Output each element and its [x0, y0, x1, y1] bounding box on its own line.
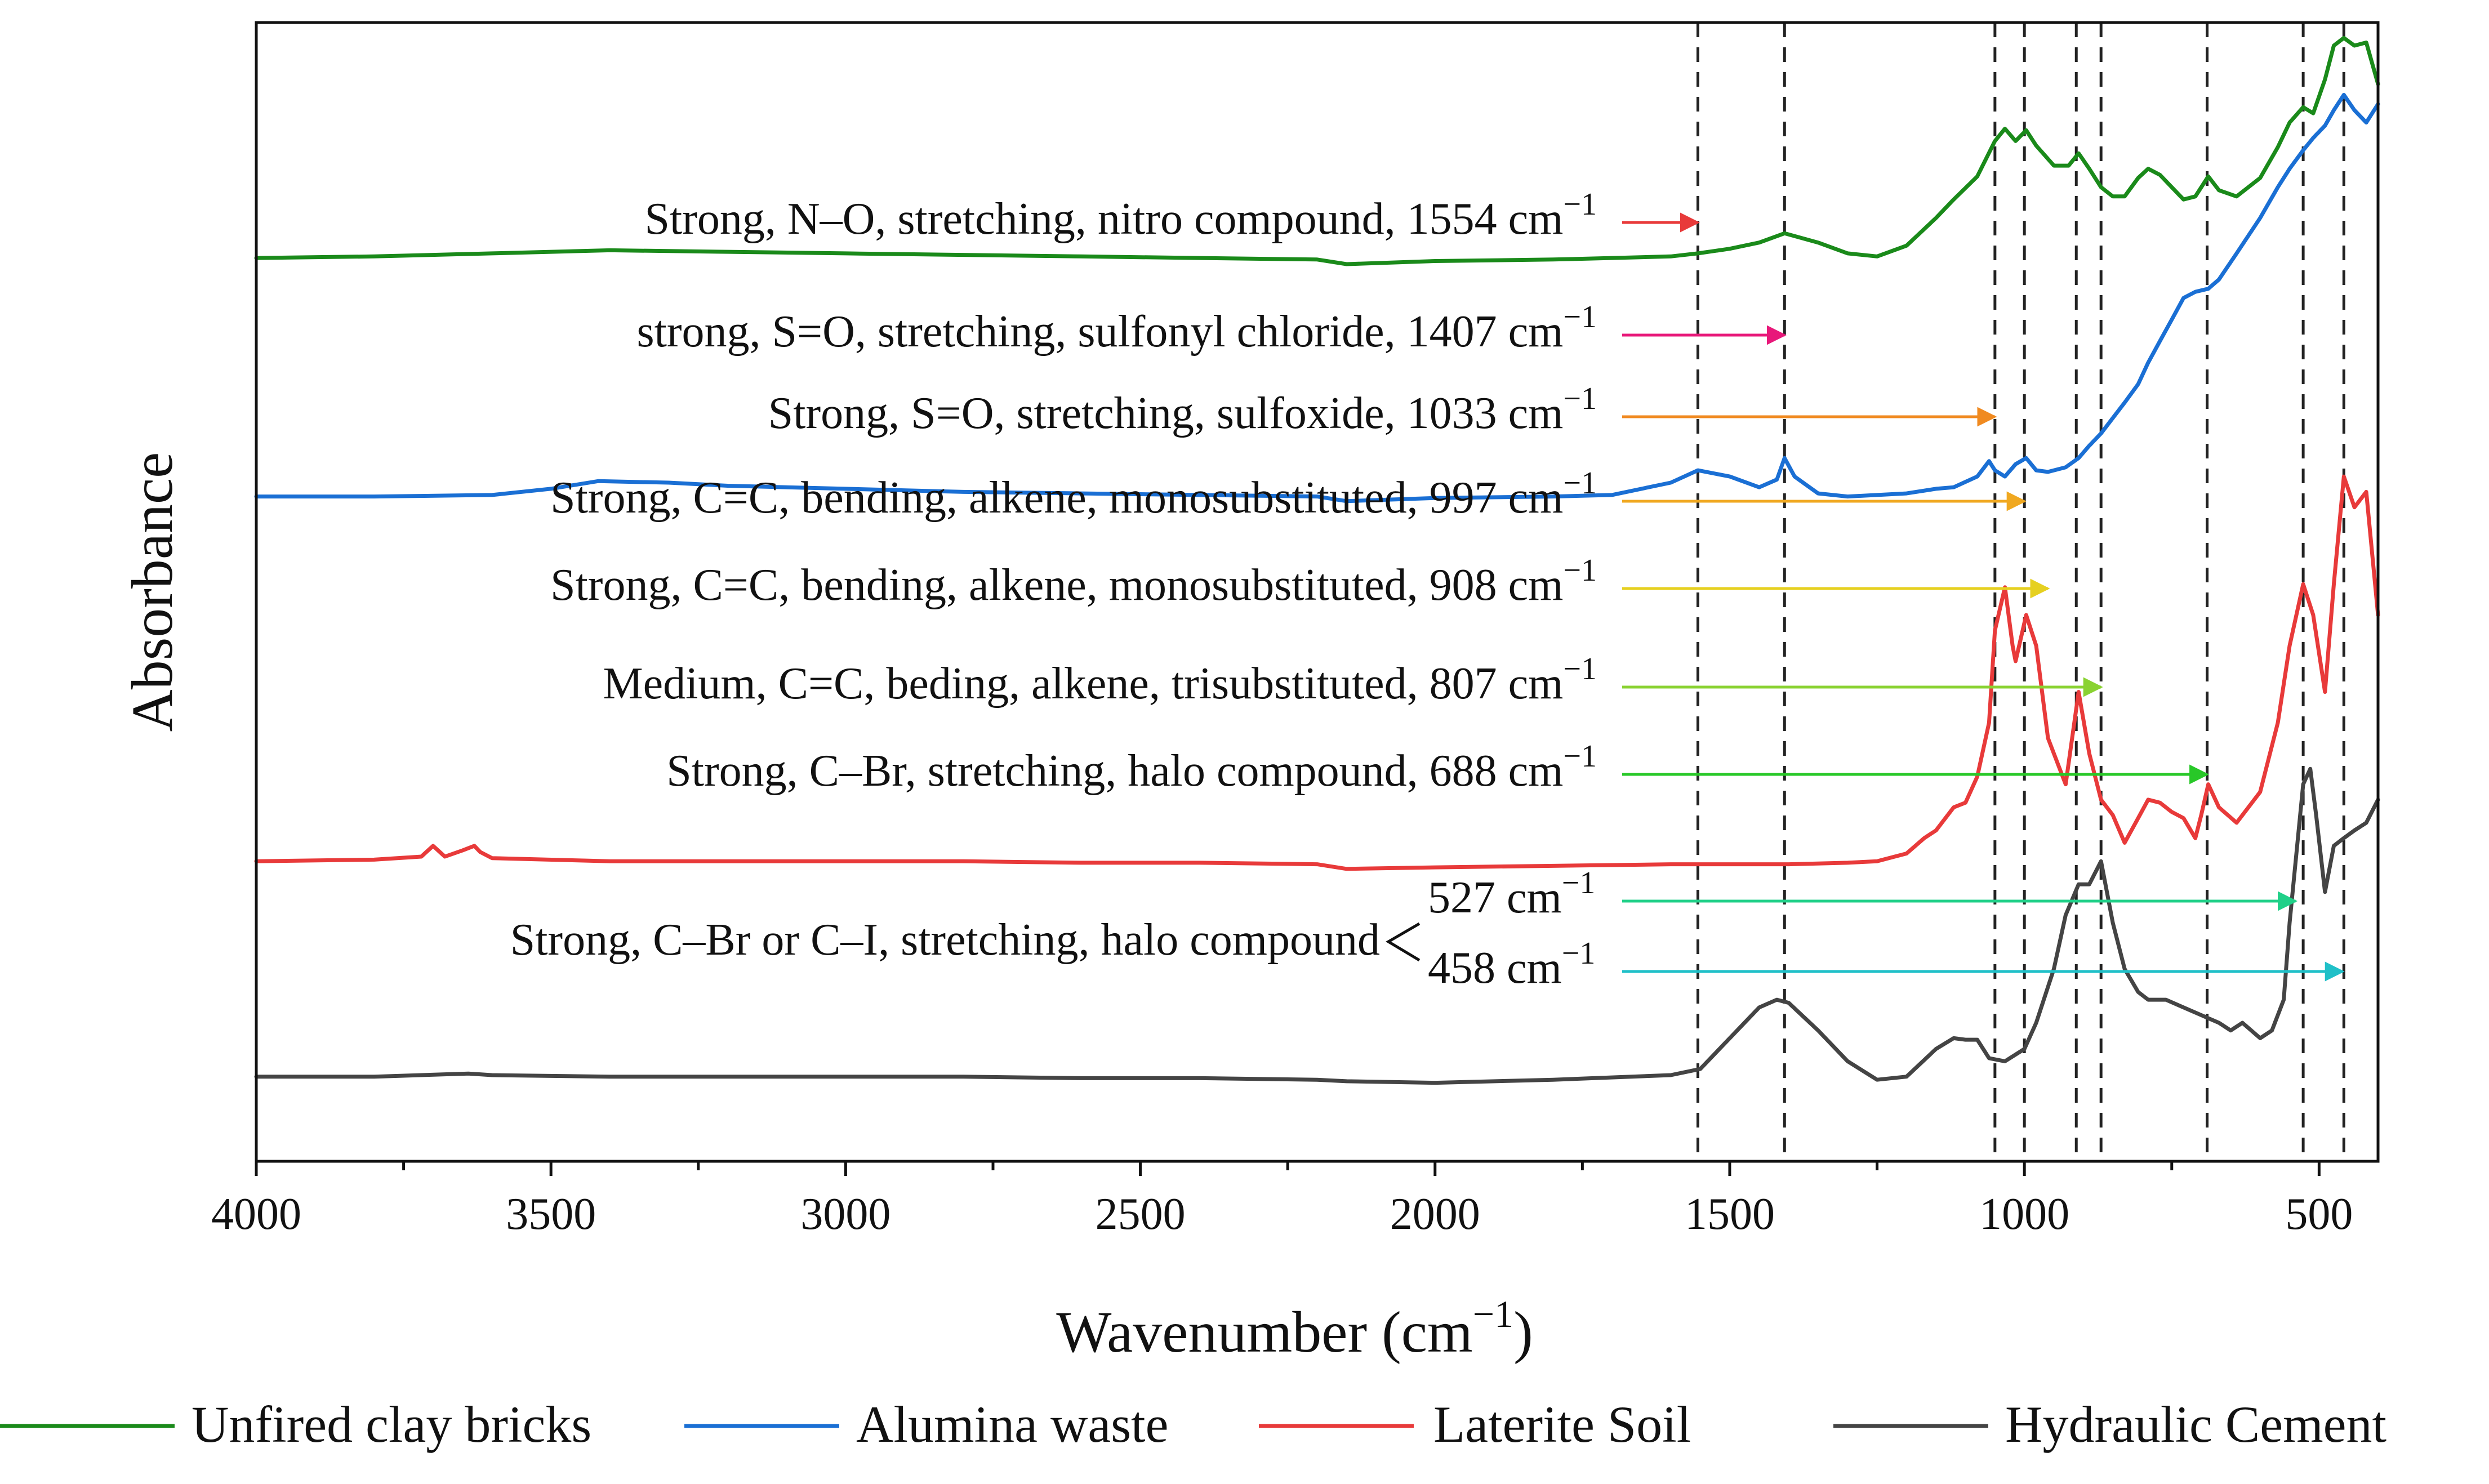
- bracket-annotation-label: Strong, C–Br or C–I, stretching, halo co…: [510, 915, 1380, 965]
- x-tick-label: 500: [2285, 1189, 2353, 1239]
- annotation-label-4: Strong, C=C, bending, alkene, monosubsti…: [550, 553, 1597, 610]
- legend-label-2: Laterite Soil: [1433, 1396, 1691, 1453]
- x-axis-title: Wavenumber (cm−1): [1056, 1293, 1533, 1365]
- annotation-label-5: Medium, C=C, beding, alkene, trisubstitu…: [603, 652, 1597, 708]
- series-line-2: [254, 474, 2380, 871]
- bracket-icon: [1386, 922, 1421, 962]
- annotation-label-2: Strong, S=O, stretching, sulfoxide, 1033…: [768, 381, 1597, 438]
- x-tick-label: 3000: [800, 1189, 890, 1239]
- annotation-label-6: Strong, C–Br, stretching, halo compound,…: [666, 739, 1597, 796]
- legend-label-0: Unfired clay bricks: [192, 1396, 591, 1453]
- annotation-label-3: Strong, C=C, bending, alkene, monosubsti…: [550, 466, 1597, 523]
- x-tick-label: 3500: [506, 1189, 596, 1239]
- bracket-item-label-1: 458 cm−1: [1428, 936, 1595, 993]
- x-tick-label: 1500: [1685, 1189, 1775, 1239]
- legend-label-1: Alumina waste: [856, 1396, 1168, 1453]
- annotation-label-1: strong, S=O, stretching, sulfonyl chlori…: [636, 300, 1597, 356]
- series-line-1: [254, 92, 2380, 503]
- series-line-0: [254, 35, 2380, 266]
- x-tick-label: 2500: [1096, 1189, 1186, 1239]
- annotation-label-0: Strong, N–O, stretching, nitro compound,…: [644, 187, 1597, 244]
- x-tick-label: 1000: [1979, 1189, 2069, 1239]
- series-line-3: [254, 766, 2380, 1085]
- x-tick-label: 4000: [211, 1189, 301, 1239]
- plot-frame: [255, 21, 2380, 1163]
- legend-label-3: Hydraulic Cement: [2005, 1396, 2386, 1453]
- y-axis-title: Absorbance: [120, 452, 185, 732]
- bracket-item-label-0: 527 cm−1: [1428, 866, 1595, 923]
- x-tick-label: 2000: [1390, 1189, 1480, 1239]
